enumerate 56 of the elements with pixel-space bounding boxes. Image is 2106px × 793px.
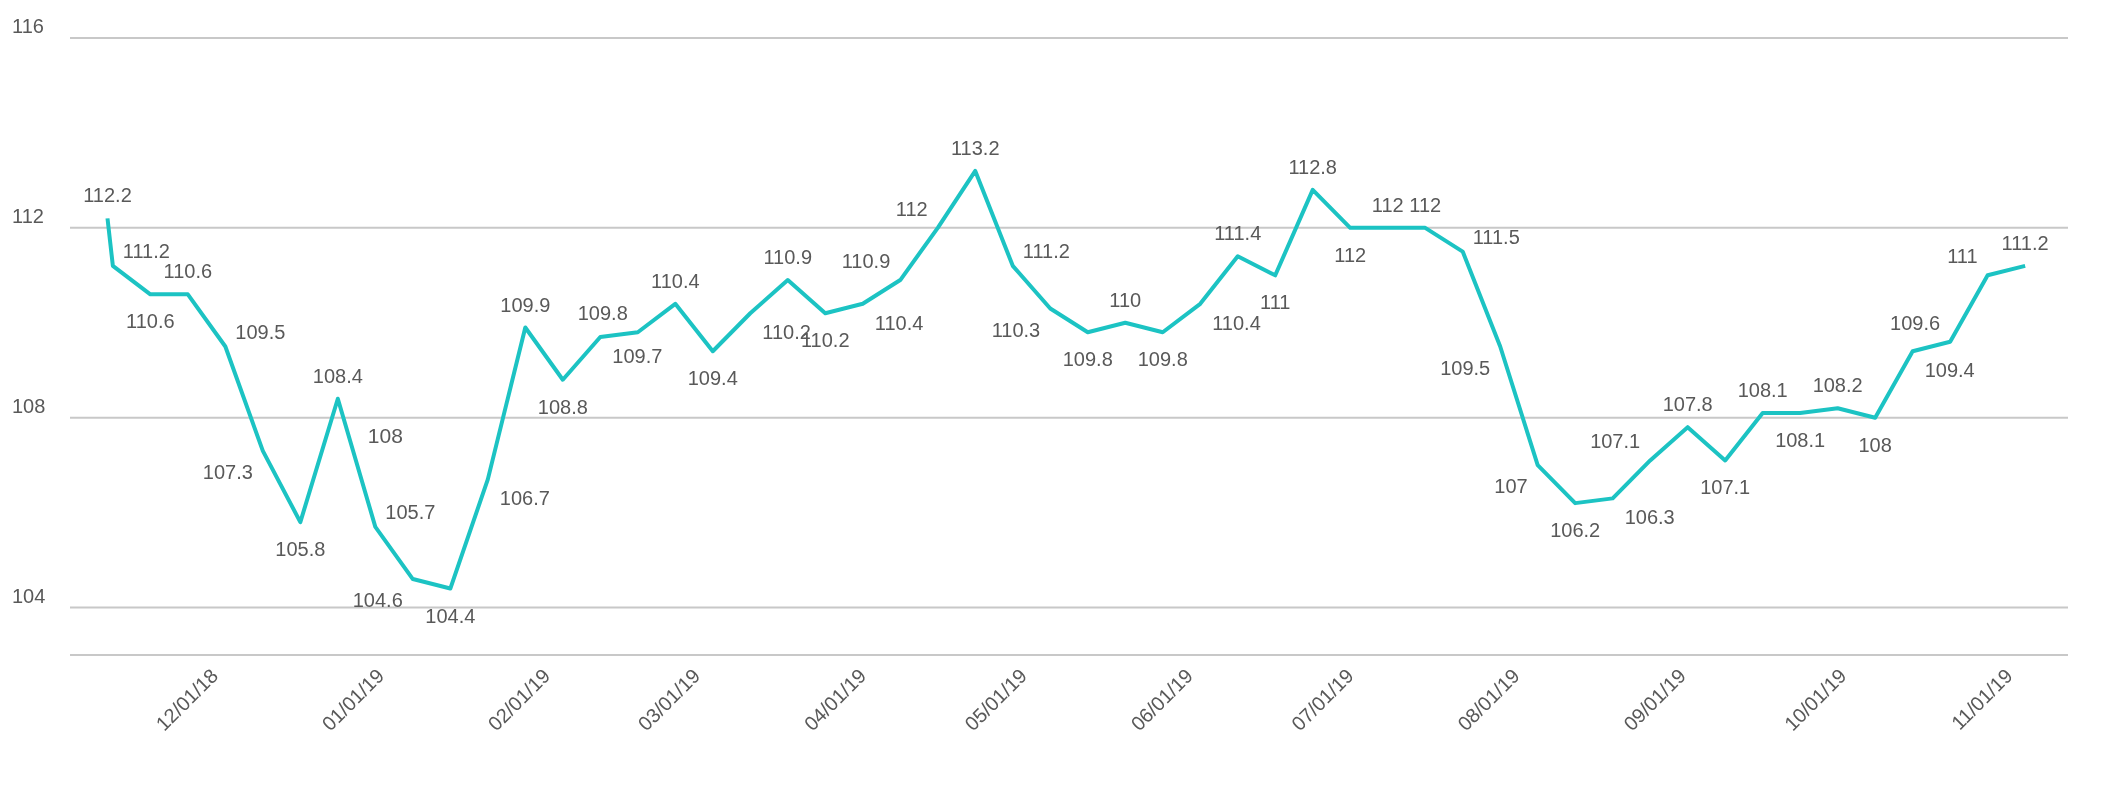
data-label: 109.7 — [612, 345, 663, 368]
data-label: 109.8 — [1062, 348, 1113, 371]
data-label: 104.4 — [425, 604, 476, 627]
data-label: 106.3 — [1624, 506, 1675, 529]
data-label: 110.4 — [651, 269, 700, 292]
data-label: 108.4 — [312, 364, 363, 387]
data-label: 109.5 — [235, 320, 286, 343]
data-label: 112 — [1371, 193, 1404, 216]
data-label: 111 — [1260, 291, 1291, 314]
data-label: 109.8 — [577, 302, 628, 325]
data-label: 108.1 — [1737, 378, 1788, 401]
data-label: 110.9 — [841, 250, 891, 273]
data-label: 109.9 — [500, 293, 551, 316]
data-label: 107.8 — [1662, 393, 1713, 416]
data-label: 112.8 — [1288, 155, 1338, 178]
data-label: 107 — [1494, 475, 1528, 498]
data-label: 110.9 — [763, 246, 813, 269]
annotation: 108 — [367, 424, 403, 448]
data-label: 107.1 — [1700, 476, 1751, 499]
data-label: 112.2 — [83, 184, 132, 207]
data-label: 110.4 — [874, 311, 924, 334]
data-label: 113.2 — [950, 136, 1000, 159]
data-label: 111.4 — [1214, 222, 1262, 245]
data-label: 109.5 — [1440, 356, 1491, 379]
y-tick-label: 104 — [12, 584, 46, 607]
data-label: 112 — [1409, 193, 1442, 216]
data-label: 111.5 — [1472, 225, 1520, 248]
y-tick-label: 112 — [12, 204, 44, 227]
data-label: 105.8 — [275, 538, 326, 561]
data-label: 111.2 — [2001, 231, 2049, 254]
y-tick-label: 116 — [12, 15, 44, 38]
data-label: 108.8 — [537, 395, 588, 418]
data-label: 112 — [1334, 243, 1367, 266]
data-label: 112 — [895, 197, 928, 220]
data-label: 108.2 — [1812, 374, 1863, 397]
data-label: 110.4 — [1212, 311, 1261, 334]
data-label: 109.4 — [687, 367, 738, 390]
data-label: 104.6 — [352, 589, 403, 612]
data-label: 110.6 — [163, 260, 213, 283]
data-label: 110.3 — [991, 318, 1041, 341]
data-label: 109.6 — [1890, 311, 1941, 334]
y-tick-label: 108 — [12, 394, 46, 417]
data-label: 111.2 — [122, 239, 170, 262]
data-label: 107.1 — [1590, 430, 1641, 453]
data-label: 111 — [1947, 245, 1978, 268]
data-label: 108.1 — [1775, 428, 1826, 451]
data-label: 109.8 — [1137, 348, 1188, 371]
data-label: 105.7 — [385, 500, 436, 523]
data-label: 106.7 — [499, 487, 550, 510]
data-label: 110 — [1109, 288, 1142, 311]
data-label: 106.2 — [1550, 519, 1601, 542]
data-label: 109.4 — [1924, 359, 1975, 382]
data-label: 110.6 — [126, 310, 175, 333]
data-label: 111.2 — [1022, 239, 1070, 262]
data-label: 108 — [1858, 433, 1892, 456]
data-label: 107.3 — [202, 460, 253, 483]
